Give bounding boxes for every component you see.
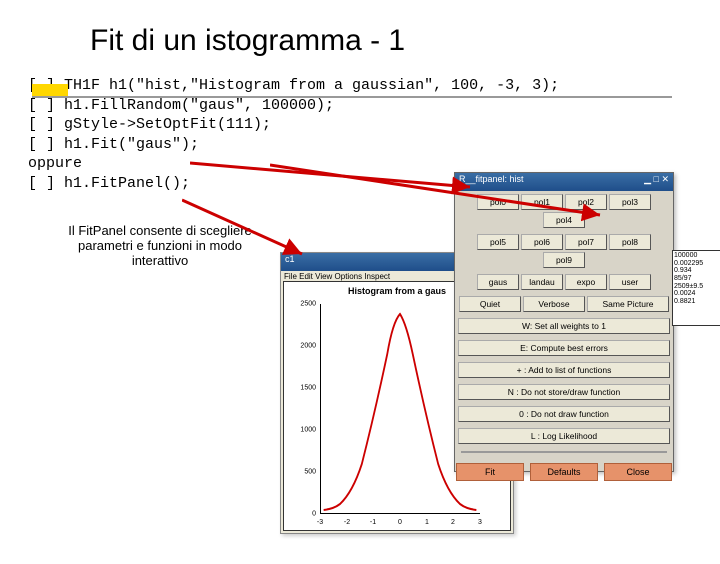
opt-wide-btn[interactable]: W: Set all weights to 1 [458,318,670,334]
opt-wide-btn[interactable]: N : Do not store/draw function [458,384,670,400]
window-controls[interactable]: ▁ □ ✕ [644,174,669,190]
stats-line: 0.8821 [674,298,720,306]
func-btn[interactable]: pol6 [521,234,563,250]
xtick: -2 [344,519,350,526]
func-btn[interactable]: landau [521,274,563,290]
ytick: 500 [292,469,316,476]
func-btn[interactable]: pol7 [565,234,607,250]
xtick: -3 [317,519,323,526]
func-btn[interactable]: pol8 [609,234,651,250]
opt-wide-btn[interactable]: + : Add to list of functions [458,362,670,378]
func-btn[interactable]: user [609,274,651,290]
xtick: 1 [425,519,429,526]
fit-button[interactable]: Fit [456,463,524,481]
stats-line: 0.002295 [674,260,720,268]
stats-line: 2509±9.5 [674,283,720,291]
ytick: 0 [292,511,316,518]
stats-line: 100000 [674,252,720,260]
func-btn[interactable]: expo [565,274,607,290]
opt-wide-btn[interactable]: E: Compute best errors [458,340,670,356]
xtick: 2 [451,519,455,526]
xtick: 0 [398,519,402,526]
xtick: 3 [478,519,482,526]
ytick: 1500 [292,385,316,392]
title-bullet [32,84,68,96]
stats-box: 100000 0.002295 0.934 85/97 2509±9.5 0.0… [672,250,720,326]
opt-btn[interactable]: Quiet [459,296,521,312]
ytick: 2000 [292,343,316,350]
ytick: 2500 [292,301,316,308]
arrow-icon [270,159,610,225]
stats-line: 0.0024 [674,290,720,298]
func-btn[interactable]: pol5 [477,234,519,250]
title-divider [32,96,672,98]
code-line: [ ] h1.Fit("gaus"); [28,135,720,155]
code-line: [ ] TH1F h1("hist,"Histogram from a gaus… [28,76,720,96]
func-row-2: pol5 pol6 pol7 pol8 pol9 [455,231,673,271]
opt-wide-btn[interactable]: L : Log Likelihood [458,428,670,444]
opt-btn[interactable]: Same Picture [587,296,669,312]
opt-btn[interactable]: Verbose [523,296,585,312]
opt-row: Quiet Verbose Same Picture [455,293,673,315]
func-row-3: gaus landau expo user [455,271,673,293]
opt-wide-btn[interactable]: 0 : Do not draw function [458,406,670,422]
code-line: [ ] gStyle->SetOptFit(111); [28,115,720,135]
func-btn[interactable]: pol9 [543,252,585,268]
stats-line: 0.934 [674,267,720,275]
func-btn[interactable]: pol3 [609,194,651,210]
action-row: Fit Defaults Close [455,457,673,487]
defaults-button[interactable]: Defaults [530,463,598,481]
ytick: 1000 [292,427,316,434]
close-button[interactable]: Close [604,463,672,481]
slide-title: Fit di un istogramma - 1 [90,24,720,58]
xtick: -1 [370,519,376,526]
code-line: [ ] h1.FillRandom("gaus", 100000); [28,96,720,116]
stats-line: 85/97 [674,275,720,283]
func-btn[interactable]: gaus [477,274,519,290]
